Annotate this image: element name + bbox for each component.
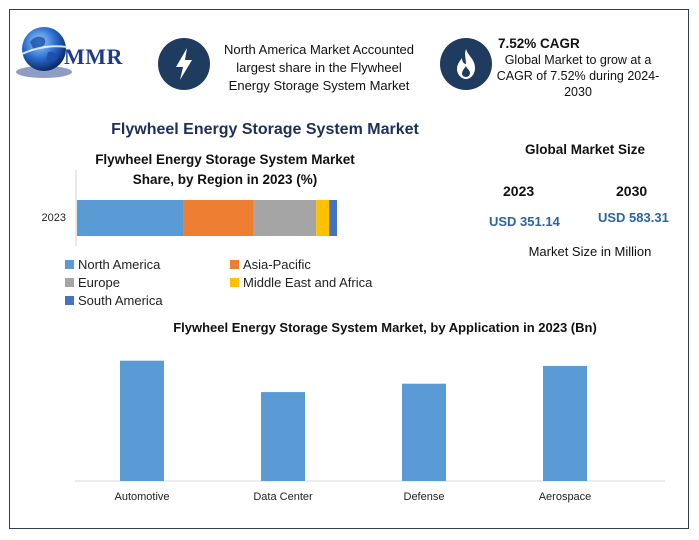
mmr-globe-logo-icon bbox=[16, 27, 75, 78]
main-title: Flywheel Energy Storage System Market bbox=[111, 121, 419, 138]
market-value-2030: USD 583.31 bbox=[598, 210, 669, 225]
infographic-frame bbox=[9, 9, 689, 529]
market-size-unit: Market Size in Million bbox=[528, 244, 652, 259]
info-north-america-text: North America Market Accounted largest s… bbox=[223, 42, 415, 93]
legend-item: Asia-Pacific bbox=[230, 257, 311, 272]
region-category-label: 2023 bbox=[42, 212, 66, 224]
region-bar-segment-north-america bbox=[77, 200, 184, 236]
region-bar-segment-asia-pacific bbox=[183, 200, 254, 236]
application-bar-automotive bbox=[120, 360, 164, 481]
market-value-2023: USD 351.14 bbox=[489, 214, 560, 229]
application-category-label: Automotive bbox=[114, 491, 169, 503]
legend-swatch bbox=[65, 278, 74, 287]
legend-label: Asia-Pacific bbox=[243, 257, 311, 272]
region-bar-segment-europe bbox=[253, 200, 317, 236]
flame-icon bbox=[440, 38, 492, 90]
logo-text: MMR bbox=[64, 44, 123, 69]
legend-item: Middle East and Africa bbox=[230, 275, 372, 290]
legend-label: Middle East and Africa bbox=[243, 275, 373, 290]
region-bar-segment-middle-east-and-africa bbox=[316, 200, 330, 236]
application-bar-aerospace bbox=[543, 365, 587, 481]
legend-item: Europe bbox=[65, 275, 120, 290]
legend-swatch bbox=[65, 260, 74, 269]
legend-swatch bbox=[230, 278, 239, 287]
application-chart-title: Flywheel Energy Storage System Market, b… bbox=[173, 320, 597, 335]
application-bar-defense bbox=[402, 383, 446, 481]
region-share-chart: 2023 bbox=[42, 170, 337, 246]
application-category-label: Data Center bbox=[253, 491, 313, 503]
year-2030-label: 2030 bbox=[616, 183, 648, 199]
region-bar-segment-south-america bbox=[329, 200, 337, 236]
region-chart-title: Flywheel Energy Storage System Market Sh… bbox=[95, 152, 355, 187]
legend-label: North America bbox=[78, 257, 161, 272]
lightning-icon bbox=[158, 38, 210, 90]
cagr-title: 7.52% CAGR bbox=[498, 36, 580, 51]
legend-label: Europe bbox=[78, 275, 120, 290]
legend-item: North America bbox=[65, 257, 160, 272]
global-market-size-title: Global Market Size bbox=[524, 142, 646, 157]
cagr-description: Global Market to grow at a CAGR of 7.52%… bbox=[496, 53, 660, 99]
legend-label: South America bbox=[78, 293, 163, 308]
year-2023-label: 2023 bbox=[503, 183, 535, 199]
application-category-label: Aerospace bbox=[539, 491, 592, 503]
legend-item: South America bbox=[65, 293, 163, 308]
application-bar-chart: Automotive Data Center Defense Aerospace bbox=[75, 360, 665, 503]
legend-swatch bbox=[230, 260, 239, 269]
application-category-label: Defense bbox=[404, 491, 445, 503]
application-bar-data-center bbox=[261, 392, 305, 481]
legend-swatch bbox=[65, 296, 74, 305]
